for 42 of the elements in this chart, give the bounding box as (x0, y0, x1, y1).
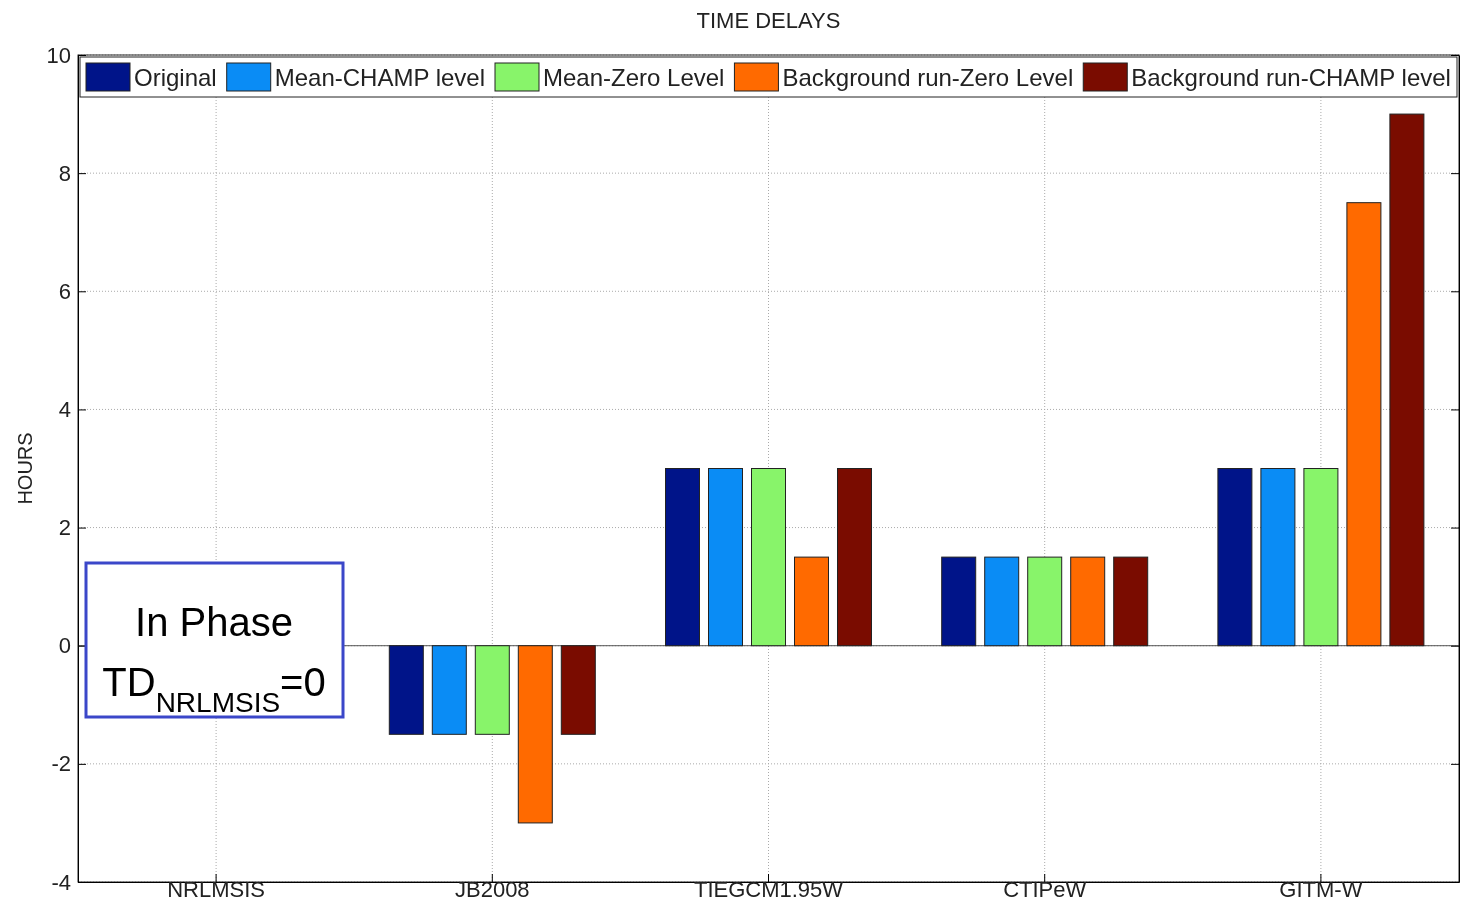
y-tick-label: 0 (58, 633, 71, 659)
bar (1346, 202, 1382, 647)
x-tick-label: JB2008 (454, 877, 530, 902)
legend-label: Mean-Zero Level (543, 64, 725, 91)
bar (708, 468, 743, 647)
bar (1260, 468, 1296, 647)
bar (751, 468, 786, 647)
bar (941, 556, 977, 647)
x-tick-label: GITM-W (1279, 877, 1363, 902)
bar (1113, 556, 1149, 647)
x-tick-label: NRLMSIS (167, 877, 265, 902)
y-tick-label: 2 (58, 515, 71, 541)
annotation: In Phase (135, 600, 293, 644)
chart-title: TIME DELAYS (696, 8, 841, 33)
y-tick-label: -4 (51, 869, 71, 895)
legend-label: Background run-Zero Level (782, 64, 1074, 91)
bar (1303, 468, 1339, 647)
x-tick-label: CTIPeW (1003, 877, 1087, 902)
bar (837, 468, 872, 647)
bar (560, 645, 596, 735)
y-tick-label: 8 (58, 160, 71, 186)
legend-label: Mean-CHAMP level (274, 64, 485, 91)
y-tick-label: 6 (58, 278, 71, 304)
x-tick-label: TIEGCM1.95W (693, 877, 844, 902)
y-axis-title: HOURS (14, 432, 36, 505)
bar (1070, 556, 1106, 647)
y-tick-label: -2 (51, 751, 71, 777)
bar (1027, 556, 1063, 647)
y-tick-label: 10 (46, 42, 71, 68)
bar (794, 556, 829, 647)
bar (1389, 113, 1425, 647)
bar (1217, 468, 1253, 647)
legend-label: Original (134, 64, 217, 91)
y-tick-label: 4 (58, 396, 71, 422)
bar (474, 645, 510, 735)
bar (431, 645, 467, 735)
bar (517, 645, 553, 824)
bar (665, 468, 700, 647)
annotation: TD$_{NRLMSIS}$=0 (102, 660, 326, 718)
bar (984, 556, 1020, 647)
legend-label: Background run-CHAMP level (1131, 64, 1451, 91)
bar (388, 645, 424, 735)
